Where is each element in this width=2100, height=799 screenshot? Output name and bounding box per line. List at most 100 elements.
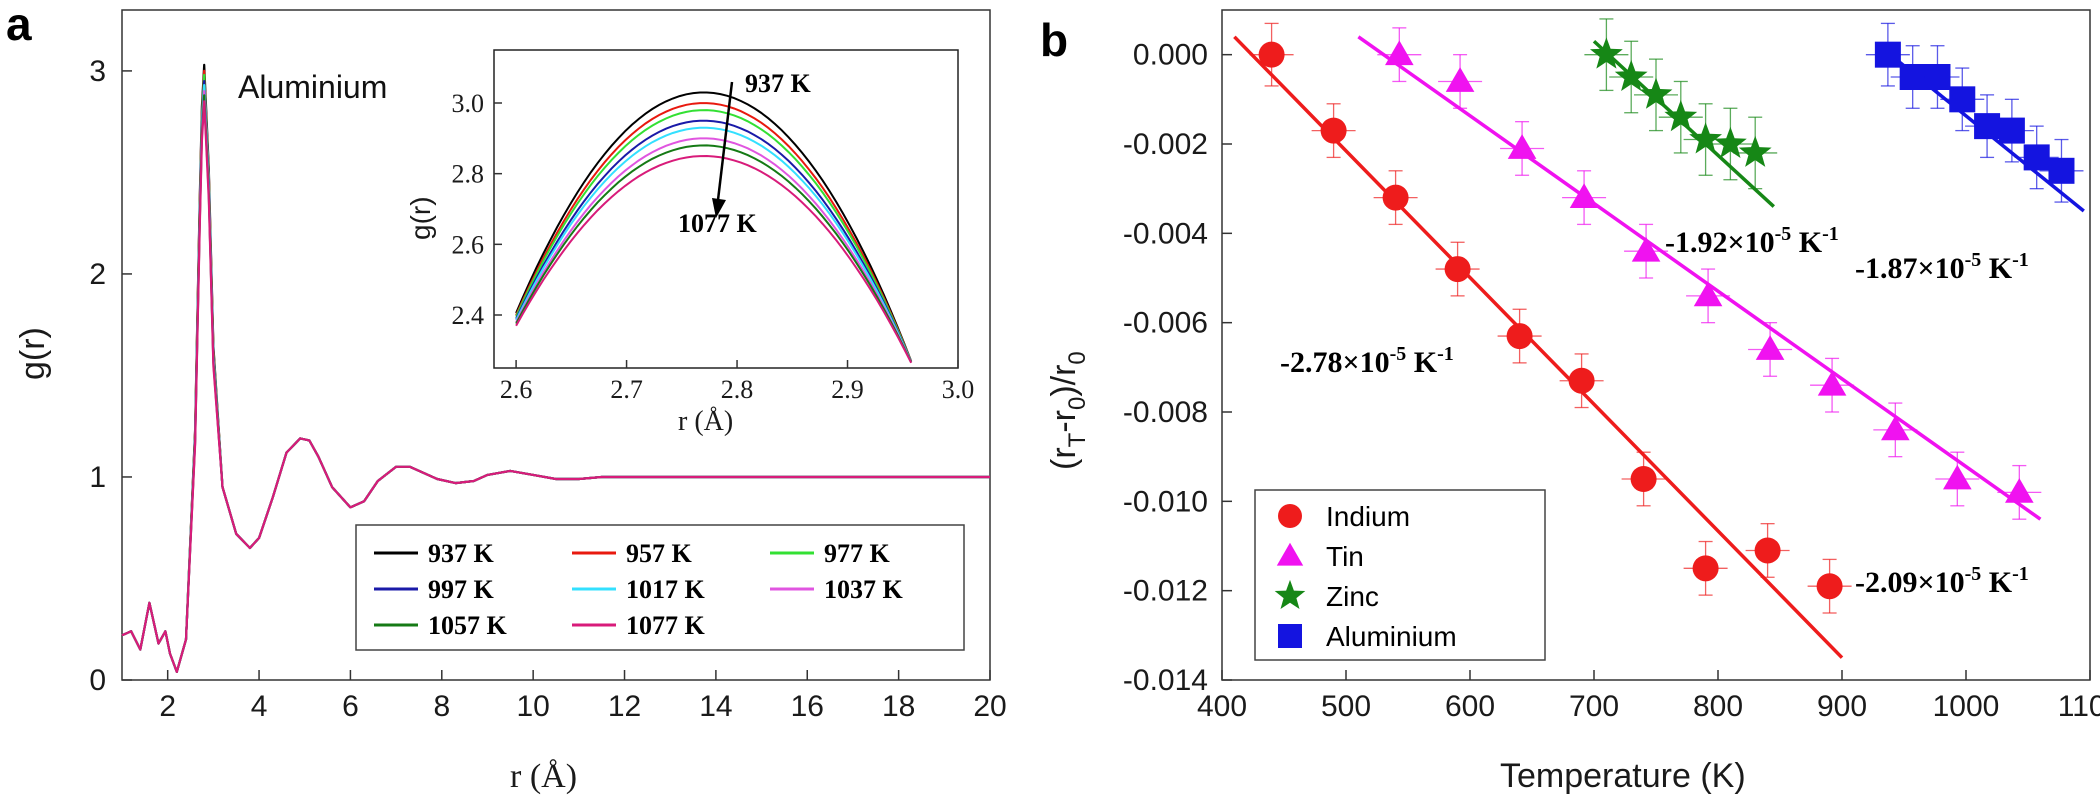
y-tick-label-inset: 2.4: [452, 301, 485, 330]
axes-inset: 2.6 2.7 2.8 2.9 3.0 2.4 2.6 2.8 3.0: [452, 89, 975, 404]
data-point-triangle: [1693, 281, 1723, 307]
panel-label-b: b: [1040, 14, 1068, 66]
data-point-circle: [1382, 184, 1409, 211]
series-line-inset: [515, 102, 913, 362]
data-point-star: [1714, 126, 1747, 158]
x-tick-label-a: 18: [882, 690, 915, 723]
data-point-triangle: [1507, 134, 1537, 159]
slope-label: -2.78×10-5 K-1: [1280, 343, 1454, 379]
data-point-circle: [1692, 555, 1719, 582]
legend-label-b: Indium: [1326, 501, 1410, 532]
legend-label-a: 1057 K: [428, 611, 508, 640]
series-line-inset: [515, 154, 913, 364]
inset-annotation-top: 937 K: [745, 69, 812, 98]
data-point-circle: [1568, 367, 1595, 394]
y-tick-label-b: 0.000: [1133, 39, 1208, 72]
legend-label-b: Aluminium: [1326, 621, 1457, 652]
y-tick-label-inset: 2.8: [452, 160, 485, 189]
data-point-square: [1998, 117, 2025, 144]
data-point-square: [1874, 41, 1901, 68]
data-point-triangle: [2005, 478, 2034, 503]
data-point-circle: [1258, 41, 1285, 68]
data-point-circle: [1816, 573, 1843, 600]
data-point-circle: [1320, 117, 1347, 144]
x-tick-label-a: 8: [433, 690, 450, 723]
x-axis-label-a: r (Å): [510, 758, 577, 795]
x-tick-label-a: 16: [791, 690, 824, 723]
y-tick-label-b: -0.004: [1123, 217, 1208, 250]
x-tick-label-b: 700: [1569, 690, 1619, 723]
series-line-a: [121, 100, 990, 674]
y-tick-label-b: -0.012: [1123, 575, 1208, 608]
data-point-star: [1639, 77, 1673, 109]
x-tick-label-inset: 2.9: [831, 375, 864, 404]
legend-label-a: 1037 K: [824, 575, 904, 604]
data-point-circle: [1630, 466, 1657, 492]
x-tick-label-a: 12: [608, 690, 641, 723]
x-tick-label-a: 2: [159, 690, 176, 723]
series-line-inset: [515, 91, 913, 362]
data-point-triangle: [1943, 464, 1972, 490]
x-tick-label-inset: 2.7: [610, 375, 643, 404]
y-tick-label-a: 1: [89, 461, 106, 494]
data-point-star: [1274, 579, 1306, 609]
plot-frame-b: [1221, 9, 2091, 681]
series-line-inset: [515, 119, 913, 363]
x-tick-label-inset: 3.0: [942, 375, 975, 404]
series-lines-inset: [515, 91, 913, 364]
series-line-inset: [515, 126, 913, 363]
data-point-triangle: [1276, 542, 1304, 566]
legend-b: Indium Tin Zinc Aluminium: [1254, 489, 1546, 661]
legend-label-b: Tin: [1326, 541, 1364, 572]
y-axis-label-inset: g(r): [405, 196, 436, 240]
inset-arrow: [716, 81, 734, 201]
y-tick-label-b: -0.010: [1123, 485, 1208, 518]
legend-label-a: 997 K: [428, 575, 495, 604]
data-point-star: [1738, 135, 1772, 167]
x-tick-label-a: 10: [516, 690, 549, 723]
x-tick-label-b: 500: [1321, 690, 1371, 723]
data-point-square: [1278, 624, 1302, 648]
legend-frame-a: [355, 524, 965, 651]
data-point-star: [1614, 59, 1648, 91]
x-tick-label-b: 1000: [1933, 690, 2000, 723]
y-axis-label-a: g(r): [14, 327, 52, 380]
x-tick-label-a: 20: [973, 690, 1006, 723]
data-point-triangle: [1755, 335, 1785, 360]
y-tick-label-b: -0.002: [1123, 128, 1208, 161]
x-axis-label-inset: r (Å): [678, 406, 733, 437]
plot-frame-a: [121, 9, 991, 681]
slope-label: -2.09×10-5 K-1: [1855, 563, 2029, 599]
y-tick-label-a: 2: [89, 258, 106, 291]
y-tick-label-inset: 2.6: [452, 230, 485, 259]
data-point-circle: [1506, 323, 1533, 350]
chart-a-inset: 2.6 2.7 2.8 2.9 3.0 2.4 2.6 2.8 3.0 r (Å) g(r) 9…: [405, 49, 975, 437]
x-tick-label-b: 400: [1197, 690, 1247, 723]
legend-frame-b: [1254, 489, 1546, 661]
y-tick-label-b: -0.006: [1123, 307, 1208, 340]
data-point-triangle: [1631, 236, 1661, 262]
slope-label: -1.92×10-5 K-1: [1665, 223, 1839, 259]
data-point-circle: [1754, 537, 1781, 564]
y-tick-label-a: 3: [89, 55, 106, 88]
data-point-triangle: [1445, 67, 1475, 92]
data-point-square: [2023, 144, 2050, 171]
x-tick-label-b: 900: [1817, 690, 1867, 723]
x-axis-label-b: Temperature (K): [1500, 757, 1746, 795]
x-tick-label-b: 800: [1693, 690, 1743, 723]
data-point-triangle: [1385, 40, 1414, 66]
legend-a: 937 K 957 K 977 K 997 K 1017 K 1037 K 1057 K 10…: [355, 524, 965, 651]
x-tick-label-a: 14: [699, 690, 732, 723]
data-point-star: [1689, 122, 1722, 154]
data-point-triangle: [1817, 370, 1847, 396]
fit-line: [1357, 35, 2042, 521]
slope-labels-b: -2.78×10-5 K-1 -2.09×10-5 K-1 -1.92×10-5 K…: [1280, 223, 2029, 599]
data-point-triangle: [1881, 415, 1910, 441]
series-line-inset: [515, 144, 913, 364]
x-tick-label-b: 600: [1445, 690, 1495, 723]
